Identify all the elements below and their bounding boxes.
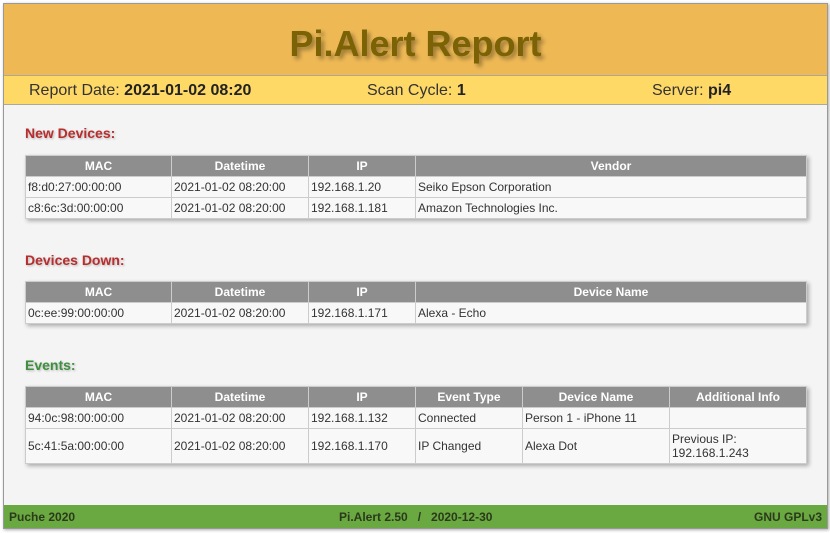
table-cell: c8:6c:3d:00:00:00 (25, 197, 172, 219)
server-value: pi4 (708, 82, 732, 99)
column-header: Additional Info (669, 386, 807, 408)
table-cell: Connected (415, 407, 523, 429)
table-row: 0c:ee:99:00:00:00 2021-01-02 08:20:00 192.… (25, 302, 807, 324)
table-cell: Previous IP: 192.168.1.243 (669, 428, 807, 464)
devices-down-table: MAC Datetime IP Device Name 0c:ee:99:00:00:0… (25, 281, 807, 324)
table-cell: 2021-01-02 08:20:00 (171, 176, 309, 198)
report-page: Pi.Alert Report Report Date: 2021-01-02 … (3, 3, 828, 529)
new-devices-title: New Devices: (25, 125, 116, 141)
server-label: Server: (652, 82, 704, 99)
table-cell: 192.168.1.132 (308, 407, 416, 429)
table-cell: Person 1 - iPhone 11 (522, 407, 670, 429)
footer-version: Pi.Alert 2.50 / 2020-12-30 (339, 510, 493, 524)
new-devices-table: MAC Datetime IP Vendor f8:d0:27:00:00:00 2021… (25, 155, 807, 219)
report-date: Report Date: 2021-01-02 08:20 (29, 82, 251, 100)
column-header: MAC (25, 155, 172, 177)
table-cell: 2021-01-02 08:20:00 (171, 407, 309, 429)
table-cell: 2021-01-02 08:20:00 (171, 428, 309, 464)
events-title: Events: (25, 357, 76, 373)
footer-license: GNU GPLv3 (753, 510, 822, 524)
server: Server: pi4 (652, 82, 731, 100)
table-cell: Seiko Epson Corporation (415, 176, 807, 198)
column-header: Device Name (415, 281, 807, 303)
table-row: 94:0c:98:00:00:00 2021-01-02 08:20:00 192.… (25, 407, 807, 429)
footer: Puche 2020 Pi.Alert 2.50 / 2020-12-30 GN… (4, 505, 827, 528)
table-cell: 2021-01-02 08:20:00 (171, 302, 309, 324)
column-header: IP (308, 155, 416, 177)
column-header: Datetime (171, 281, 309, 303)
table-cell: 192.168.1.170 (308, 428, 416, 464)
table-cell: 2021-01-02 08:20:00 (171, 197, 309, 219)
table-row: f8:d0:27:00:00:00 2021-01-02 08:20:00 192.… (25, 176, 807, 198)
column-header: Event Type (415, 386, 523, 408)
column-header: MAC (25, 386, 172, 408)
column-header: MAC (25, 281, 172, 303)
table-header-row: MAC Datetime IP Vendor (25, 155, 807, 177)
table-cell: f8:d0:27:00:00:00 (25, 176, 172, 198)
table-cell (669, 407, 807, 429)
column-header: IP (308, 281, 416, 303)
table-row: 5c:41:5a:00:00:00 2021-01-02 08:20:00 192.… (25, 428, 807, 464)
table-cell: 0c:ee:99:00:00:00 (25, 302, 172, 324)
table-cell: Amazon Technologies Inc. (415, 197, 807, 219)
table-cell: 192.168.1.171 (308, 302, 416, 324)
events-table: MAC Datetime IP Event Type Device Name Additi… (25, 386, 807, 464)
scan-cycle: Scan Cycle: 1 (367, 82, 466, 100)
report-date-value: 2021-01-02 08:20 (124, 82, 252, 99)
table-header-row: MAC Datetime IP Device Name (25, 281, 807, 303)
column-header: Datetime (171, 155, 309, 177)
table-cell: Alexa Dot (522, 428, 670, 464)
scan-cycle-value: 1 (456, 82, 466, 99)
table-cell: IP Changed (415, 428, 523, 464)
column-header: Datetime (171, 386, 309, 408)
scan-cycle-label: Scan Cycle: (367, 82, 453, 99)
report-date-label: Report Date: (29, 82, 120, 99)
devices-down-title: Devices Down: (25, 252, 125, 268)
table-cell: 5c:41:5a:00:00:00 (25, 428, 172, 464)
table-cell: 94:0c:98:00:00:00 (25, 407, 172, 429)
column-header: Device Name (522, 386, 670, 408)
page-title: Pi.Alert Report (289, 23, 542, 64)
report-info-bar: Report Date: 2021-01-02 08:20 Scan Cycle… (4, 76, 827, 105)
table-row: c8:6c:3d:00:00:00 2021-01-02 08:20:00 192.… (25, 197, 807, 219)
footer-author: Puche 2020 (9, 510, 76, 524)
table-cell: Alexa - Echo (415, 302, 807, 324)
report-header: Pi.Alert Report (4, 4, 827, 76)
column-header: Vendor (415, 155, 807, 177)
table-cell: 192.168.1.181 (308, 197, 416, 219)
column-header: IP (308, 386, 416, 408)
table-cell: 192.168.1.20 (308, 176, 416, 198)
table-header-row: MAC Datetime IP Event Type Device Name Additi… (25, 386, 807, 408)
